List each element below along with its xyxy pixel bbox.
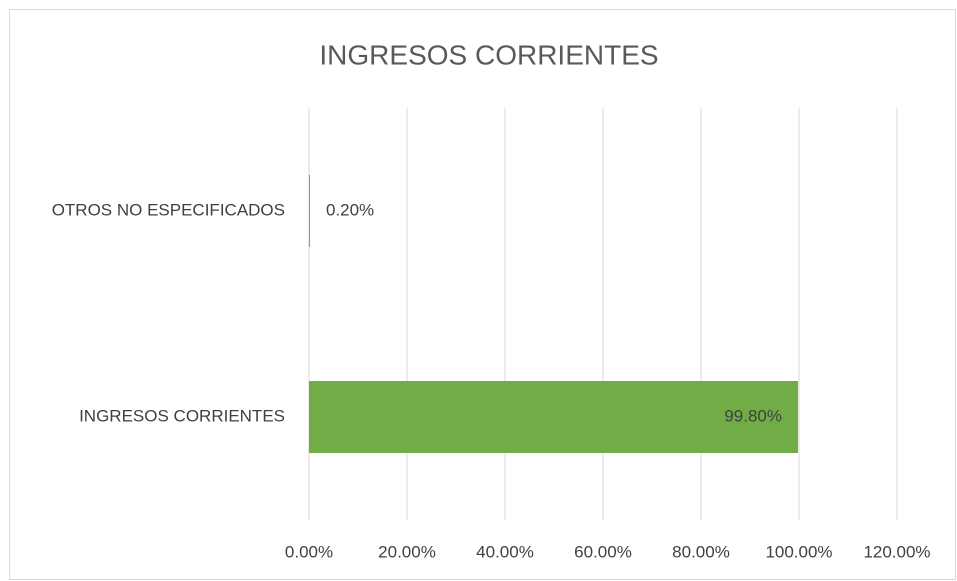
x-tick-label: 0.00% bbox=[285, 542, 333, 561]
x-tick-label: 20.00% bbox=[378, 542, 436, 561]
x-tick-label: 100.00% bbox=[765, 542, 832, 561]
x-tick-label: 40.00% bbox=[476, 542, 534, 561]
bar bbox=[309, 381, 799, 453]
data-label: 99.80% bbox=[724, 406, 782, 425]
y-tick-label: OTROS NO ESPECIFICADOS bbox=[52, 200, 285, 219]
chart-border bbox=[9, 9, 956, 580]
y-tick-label: INGRESOS CORRIENTES bbox=[79, 406, 285, 425]
data-label: 0.20% bbox=[326, 200, 374, 219]
x-tick-label: 120.00% bbox=[863, 542, 930, 561]
x-tick-label: 80.00% bbox=[672, 542, 730, 561]
x-tick-label: 60.00% bbox=[574, 542, 632, 561]
chart-title: INGRESOS CORRIENTES bbox=[319, 39, 658, 70]
bar bbox=[309, 175, 310, 247]
